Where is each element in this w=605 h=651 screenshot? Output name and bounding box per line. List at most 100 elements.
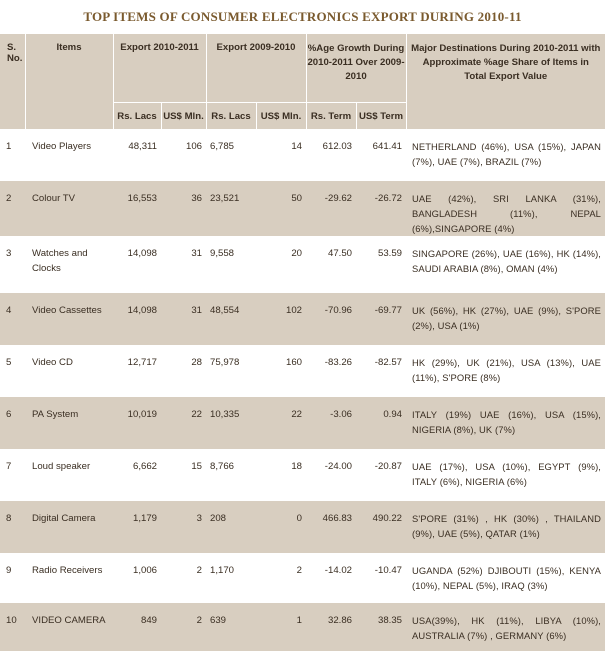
cell-sno: 4 [0, 293, 25, 345]
cell-rs-2010: 12,717 [113, 345, 161, 397]
cell-usd-2010: 31 [161, 236, 206, 293]
cell-sno: 10 [0, 603, 25, 651]
cell-destinations: UK (56%), HK (27%), UAE (9%), S'PORE (2%… [406, 293, 605, 345]
cell-destinations: ITALY (19%) UAE (16%), USA (15%), NIGERI… [406, 397, 605, 449]
cell-rs-2009: 8,766 [206, 449, 256, 501]
cell-item: Radio Receivers [25, 553, 113, 603]
cell-usd-2009: 50 [256, 181, 306, 236]
cell-usd-2009: 1 [256, 603, 306, 651]
header-export-2010-2011: Export 2010-2011 [112, 34, 206, 103]
cell-rs-2010: 14,098 [113, 236, 161, 293]
cell-usd-2009: 0 [256, 501, 306, 553]
cell-usd-term: 0.94 [356, 397, 406, 449]
cell-sno: 9 [0, 553, 25, 603]
cell-usd-2010: 2 [161, 553, 206, 603]
cell-item: Video CD [25, 345, 113, 397]
cell-rs-term: -24.00 [306, 449, 356, 501]
header-row-top: S. No. Items Export 2010-2011 Export 200… [0, 34, 605, 103]
cell-rs-term: -14.02 [306, 553, 356, 603]
cell-rs-2009: 6,785 [206, 129, 256, 181]
cell-usd-2009: 18 [256, 449, 306, 501]
table-row: 4 Video Cassettes 14,098 31 48,554 102 -… [0, 293, 605, 345]
cell-usd-term: 38.35 [356, 603, 406, 651]
cell-rs-2009: 75,978 [206, 345, 256, 397]
cell-usd-2009: 2 [256, 553, 306, 603]
table-row: 7 Loud speaker 6,662 15 8,766 18 -24.00 … [0, 449, 605, 501]
cell-item: Colour TV [25, 181, 113, 236]
table-row: 6 PA System 10,019 22 10,335 22 -3.06 0.… [0, 397, 605, 449]
cell-rs-2010: 16,553 [113, 181, 161, 236]
cell-item: PA System [25, 397, 113, 449]
cell-rs-2010: 48,311 [113, 129, 161, 181]
cell-destinations: S'PORE (31%) , HK (30%) , THAILAND (9%),… [406, 501, 605, 553]
cell-rs-term: -3.06 [306, 397, 356, 449]
cell-usd-2010: 36 [161, 181, 206, 236]
cell-rs-term: -29.62 [306, 181, 356, 236]
header-rs-lacs-2010: Rs. Lacs [112, 102, 161, 129]
table-row: 9 Radio Receivers 1,006 2 1,170 2 -14.02… [0, 553, 605, 603]
cell-sno: 1 [0, 129, 25, 181]
cell-destinations: NETHERLAND (46%), USA (15%), JAPAN (7%),… [406, 129, 605, 181]
cell-usd-2009: 160 [256, 345, 306, 397]
cell-rs-term: 32.86 [306, 603, 356, 651]
cell-usd-2010: 3 [161, 501, 206, 553]
header-growth: %Age Growth During 2010-2011 Over 2009-2… [305, 34, 406, 103]
cell-usd-2010: 28 [161, 345, 206, 397]
cell-destinations: UGANDA (52%) DJIBOUTI (15%), KENYA (10%)… [406, 553, 605, 603]
cell-sno: 8 [0, 501, 25, 553]
cell-rs-2009: 9,558 [206, 236, 256, 293]
cell-sno: 2 [0, 181, 25, 236]
cell-destinations: UAE (42%), SRI LANKA (31%), BANGLADESH (… [406, 181, 605, 236]
cell-usd-2009: 14 [256, 129, 306, 181]
header-usd-term: US$ Term [355, 102, 406, 129]
cell-rs-term: 612.03 [306, 129, 356, 181]
cell-rs-2009: 639 [206, 603, 256, 651]
cell-rs-2009: 208 [206, 501, 256, 553]
cell-sno: 6 [0, 397, 25, 449]
table-row: 1 Video Players 48,311 106 6,785 14 612.… [0, 129, 605, 181]
cell-destinations: UAE (17%), USA (10%), EGYPT (9%), ITALY … [406, 449, 605, 501]
cell-item: Video Players [25, 129, 113, 181]
cell-usd-2010: 22 [161, 397, 206, 449]
cell-usd-2010: 31 [161, 293, 206, 345]
cell-item: VIDEO CAMERA [25, 603, 113, 651]
cell-usd-2009: 102 [256, 293, 306, 345]
header-destinations-sub [405, 102, 605, 129]
cell-destinations: SINGAPORE (26%), UAE (16%), HK (14%), SA… [406, 236, 605, 293]
header-sno-sub [0, 102, 25, 129]
table-row: 10 VIDEO CAMERA 849 2 639 1 32.86 38.35 … [0, 603, 605, 651]
cell-usd-2009: 20 [256, 236, 306, 293]
cell-sno: 3 [0, 236, 25, 293]
cell-usd-term: 490.22 [356, 501, 406, 553]
header-row-sub: Rs. Lacs US$ Mln. Rs. Lacs US$ Mln. Rs. … [0, 102, 605, 129]
cell-usd-term: -82.57 [356, 345, 406, 397]
cell-rs-term: -83.26 [306, 345, 356, 397]
cell-usd-2009: 22 [256, 397, 306, 449]
header-usd-mln-2010: US$ Mln. [160, 102, 206, 129]
cell-sno: 5 [0, 345, 25, 397]
header-sno: S. No. [0, 34, 25, 103]
table-row: 2 Colour TV 16,553 36 23,521 50 -29.62 -… [0, 181, 605, 236]
header-items: Items [24, 34, 113, 103]
cell-rs-2009: 1,170 [206, 553, 256, 603]
cell-rs-2009: 10,335 [206, 397, 256, 449]
cell-rs-2010: 1,006 [113, 553, 161, 603]
cell-usd-term: 53.59 [356, 236, 406, 293]
cell-destinations: USA(39%), HK (11%), LIBYA (10%), AUSTRAL… [406, 603, 605, 651]
cell-rs-2009: 48,554 [206, 293, 256, 345]
cell-rs-2009: 23,521 [206, 181, 256, 236]
table-title: TOP ITEMS OF CONSUMER ELECTRONICS EXPORT… [83, 9, 522, 24]
header-rs-term: Rs. Term [305, 102, 356, 129]
table-row: 8 Digital Camera 1,179 3 208 0 466.83 49… [0, 501, 605, 553]
table-row: 3 Watches and Clocks 14,098 31 9,558 20 … [0, 236, 605, 293]
cell-rs-term: -70.96 [306, 293, 356, 345]
cell-rs-2010: 14,098 [113, 293, 161, 345]
header-rs-lacs-2009: Rs. Lacs [205, 102, 256, 129]
cell-rs-2010: 6,662 [113, 449, 161, 501]
cell-item: Digital Camera [25, 501, 113, 553]
header-destinations: Major Destinations During 2010-2011 with… [405, 34, 605, 103]
cell-usd-term: -26.72 [356, 181, 406, 236]
table-row: 5 Video CD 12,717 28 75,978 160 -83.26 -… [0, 345, 605, 397]
header-export-2009-2010: Export 2009-2010 [205, 34, 306, 103]
header-usd-mln-2009: US$ Mln. [255, 102, 306, 129]
